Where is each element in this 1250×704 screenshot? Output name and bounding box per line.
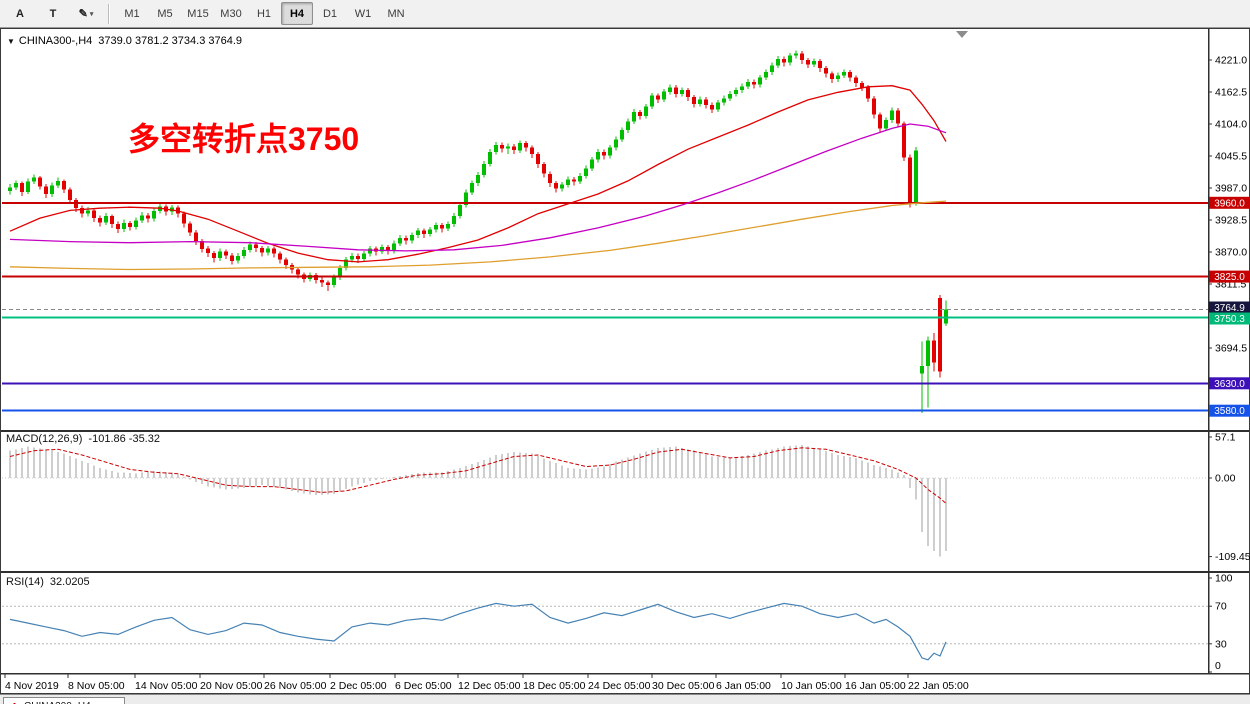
svg-text:3825.0: 3825.0: [1214, 272, 1245, 283]
timeframe-group: M1 M5 M15 M30 H1 H4 D1 W1 MN: [116, 2, 412, 25]
svg-text:24 Dec 05:00: 24 Dec 05:00: [588, 680, 651, 692]
svg-text:3960.0: 3960.0: [1214, 198, 1245, 209]
timeframe-button-m15[interactable]: M15: [187, 7, 209, 20]
rsi-name: RSI(14): [6, 576, 44, 588]
svg-text:20 Nov 05:00: 20 Nov 05:00: [200, 680, 263, 692]
svg-text:14 Nov 05:00: 14 Nov 05:00: [135, 680, 198, 692]
svg-text:30: 30: [1215, 638, 1227, 650]
svg-text:3764.9: 3764.9: [1214, 303, 1245, 314]
ohlc-values: 3739.0 3781.2 3734.3 3764.9: [98, 35, 243, 47]
collapse-icon[interactable]: ▼: [7, 37, 15, 46]
svg-text:18 Dec 05:00: 18 Dec 05:00: [523, 680, 586, 692]
svg-text:30 Dec 05:00: 30 Dec 05:00: [652, 680, 715, 692]
svg-text:3580.0: 3580.0: [1214, 406, 1245, 417]
symbol-period-label: CHINA300-,H4: [18, 35, 93, 47]
macd-panel: [2, 445, 1208, 557]
rsi-line: [9, 602, 947, 661]
macd-values: -101.86 -35.32: [88, 433, 160, 445]
chart-title: ▼ CHINA300-,H4 3739.0 3781.2 3734.3 3764.9: [7, 35, 242, 47]
moving-averages-layer: [9, 85, 947, 271]
timeframe-button-w1[interactable]: W1: [354, 7, 372, 20]
svg-text:16 Jan 05:00: 16 Jan 05:00: [845, 680, 906, 692]
svg-text:12 Dec 05:00: 12 Dec 05:00: [458, 680, 521, 692]
candles-layer: [8, 50, 948, 413]
ma-fast-line: [9, 85, 947, 263]
svg-text:4221.0: 4221.0: [1215, 55, 1247, 67]
ma-slow-line: [9, 200, 947, 271]
panel-separators[interactable]: [0, 430, 1250, 675]
svg-text:57.1: 57.1: [1215, 432, 1236, 444]
macd-name: MACD(12,26,9): [6, 433, 83, 445]
timeframe-button-d1[interactable]: D1: [322, 7, 338, 20]
timeframe-button-h1[interactable]: H1: [256, 7, 272, 20]
timeframe-button-m1[interactable]: M1: [124, 7, 140, 20]
svg-text:3694.5: 3694.5: [1215, 343, 1247, 355]
svg-text:-109.45: -109.45: [1215, 551, 1250, 563]
svg-text:6 Jan 05:00: 6 Jan 05:00: [716, 680, 771, 692]
ma-mid-line: [9, 123, 947, 252]
timeframe-button-h4[interactable]: H4: [281, 2, 313, 25]
toolbar: A T ✎ ▾ M1 M5 M15 M30 H1 H4 D1 W1 MN: [0, 0, 1250, 28]
chart-shift-marker[interactable]: [956, 31, 968, 38]
chart-canvas[interactable]: 4221.0 4162.5 4104.0 4045.5 3987.0 3928.5 3870…: [0, 28, 1250, 694]
svg-text:3750.3: 3750.3: [1214, 314, 1245, 325]
macd-indicator-label: MACD(12,26,9) -101.86 -35.32: [6, 433, 160, 445]
svg-text:2 Dec 05:00: 2 Dec 05:00: [330, 680, 387, 692]
bottom-tab-bar: CHINA300-,H4: [0, 694, 1250, 704]
tools-group: A T ✎ ▾: [4, 2, 102, 25]
svg-text:26 Nov 05:00: 26 Nov 05:00: [264, 680, 327, 692]
svg-text:4045.5: 4045.5: [1215, 151, 1247, 163]
svg-text:10 Jan 05:00: 10 Jan 05:00: [781, 680, 842, 692]
price-axis: 4221.0 4162.5 4104.0 4045.5 3987.0 3928.5 3870…: [1207, 28, 1250, 673]
chart-tab[interactable]: CHINA300-,H4: [3, 697, 125, 704]
chart-window: 4221.0 4162.5 4104.0 4045.5 3987.0 3928.5 3870…: [0, 28, 1250, 694]
timeframe-button-m30[interactable]: M30: [220, 7, 242, 20]
draw-color-tool-button[interactable]: ✎ ▾: [78, 8, 94, 20]
time-axis: 4 Nov 2019 8 Nov 05:00 14 Nov 05:00 20 Nov …: [4, 674, 969, 692]
timeframe-button-m5[interactable]: M5: [157, 7, 173, 20]
toolbar-separator: [108, 3, 110, 24]
svg-text:0: 0: [1215, 660, 1221, 672]
arrow-tool-button[interactable]: A: [16, 7, 24, 20]
svg-text:6 Dec 05:00: 6 Dec 05:00: [395, 680, 452, 692]
svg-text:3987.0: 3987.0: [1215, 183, 1247, 195]
chart-tab-label: CHINA300-,H4: [24, 701, 91, 704]
svg-text:4162.5: 4162.5: [1215, 87, 1247, 99]
svg-text:4 Nov 2019: 4 Nov 2019: [5, 680, 59, 692]
rsi-values: 32.0205: [49, 576, 90, 588]
rsi-panel: [2, 602, 1208, 661]
svg-text:0.00: 0.00: [1215, 473, 1236, 485]
svg-text:4104.0: 4104.0: [1215, 119, 1247, 131]
rsi-indicator-label: RSI(14) 32.0205: [6, 576, 90, 588]
svg-text:8 Nov 05:00: 8 Nov 05:00: [68, 680, 125, 692]
svg-text:70: 70: [1215, 601, 1227, 613]
svg-text:3928.5: 3928.5: [1215, 215, 1247, 227]
svg-text:3630.0: 3630.0: [1214, 379, 1245, 390]
macd-signal-line: [9, 447, 947, 504]
text-tool-button[interactable]: T: [49, 7, 57, 20]
svg-text:100: 100: [1215, 573, 1233, 585]
svg-text:3870.0: 3870.0: [1215, 247, 1247, 259]
timeframe-button-mn[interactable]: MN: [387, 7, 405, 20]
price-annotation: 多空转折点3750: [128, 121, 360, 157]
svg-text:22 Jan 05:00: 22 Jan 05:00: [908, 680, 969, 692]
horizontal-lines-layer: [2, 201, 1208, 412]
